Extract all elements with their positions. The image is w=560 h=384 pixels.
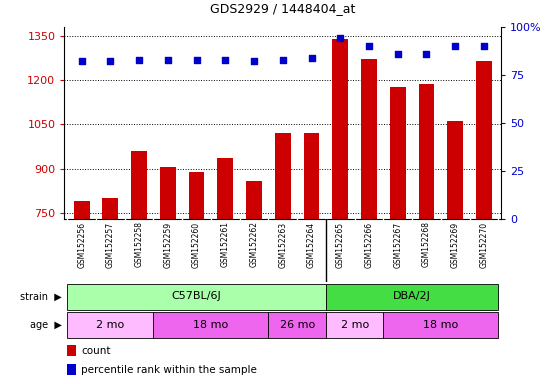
Point xyxy=(192,56,201,63)
Text: GSM152259: GSM152259 xyxy=(164,222,172,268)
Bar xyxy=(384,313,498,338)
Point xyxy=(479,43,488,49)
Point xyxy=(451,43,460,49)
Bar xyxy=(74,201,90,219)
Point xyxy=(134,56,143,63)
Text: age  ▶: age ▶ xyxy=(30,320,62,331)
Text: GSM152266: GSM152266 xyxy=(365,222,374,268)
Text: GSM152256: GSM152256 xyxy=(77,222,86,268)
Bar xyxy=(67,284,326,310)
Point xyxy=(77,58,86,65)
Text: GDS2929 / 1448404_at: GDS2929 / 1448404_at xyxy=(210,2,356,15)
Text: GSM152267: GSM152267 xyxy=(393,222,402,268)
Bar xyxy=(326,284,498,310)
Text: percentile rank within the sample: percentile rank within the sample xyxy=(81,365,257,375)
Text: GSM152265: GSM152265 xyxy=(336,222,345,268)
Text: GSM152264: GSM152264 xyxy=(307,222,316,268)
Text: strain  ▶: strain ▶ xyxy=(20,291,62,302)
Text: count: count xyxy=(81,346,110,356)
Bar xyxy=(67,313,153,338)
Text: 26 mo: 26 mo xyxy=(279,320,315,330)
Bar xyxy=(246,181,262,219)
Bar xyxy=(189,172,204,219)
Text: GSM152262: GSM152262 xyxy=(250,222,259,267)
Point xyxy=(365,43,374,49)
Point xyxy=(422,51,431,57)
Text: GSM152270: GSM152270 xyxy=(479,222,488,268)
Bar xyxy=(160,167,176,219)
Bar xyxy=(153,313,268,338)
Bar xyxy=(418,84,435,219)
Text: DBA/2J: DBA/2J xyxy=(393,291,431,301)
Bar xyxy=(304,133,319,219)
Bar xyxy=(390,88,405,219)
Point xyxy=(336,35,345,41)
Bar xyxy=(326,313,384,338)
Text: 2 mo: 2 mo xyxy=(96,320,124,330)
Text: C57BL/6J: C57BL/6J xyxy=(172,291,221,301)
Point xyxy=(307,55,316,61)
Point xyxy=(393,51,402,57)
Point xyxy=(221,56,230,63)
Bar xyxy=(447,121,463,219)
Bar xyxy=(275,133,291,219)
Text: GSM152268: GSM152268 xyxy=(422,222,431,267)
Bar xyxy=(67,364,76,375)
Bar xyxy=(476,61,492,219)
Text: 18 mo: 18 mo xyxy=(423,320,459,330)
Text: 18 mo: 18 mo xyxy=(193,320,228,330)
Point xyxy=(250,58,259,65)
Point xyxy=(106,58,115,65)
Bar xyxy=(217,158,233,219)
Text: 2 mo: 2 mo xyxy=(340,320,369,330)
Bar xyxy=(67,345,76,356)
Text: GSM152269: GSM152269 xyxy=(451,222,460,268)
Bar xyxy=(268,313,326,338)
Point xyxy=(278,56,287,63)
Bar xyxy=(333,39,348,219)
Text: GSM152261: GSM152261 xyxy=(221,222,230,267)
Text: GSM152258: GSM152258 xyxy=(134,222,143,267)
Bar xyxy=(361,60,377,219)
Text: GSM152257: GSM152257 xyxy=(106,222,115,268)
Text: GSM152260: GSM152260 xyxy=(192,222,201,268)
Text: GSM152263: GSM152263 xyxy=(278,222,287,268)
Bar xyxy=(102,198,118,219)
Point xyxy=(164,56,172,63)
Bar xyxy=(131,151,147,219)
